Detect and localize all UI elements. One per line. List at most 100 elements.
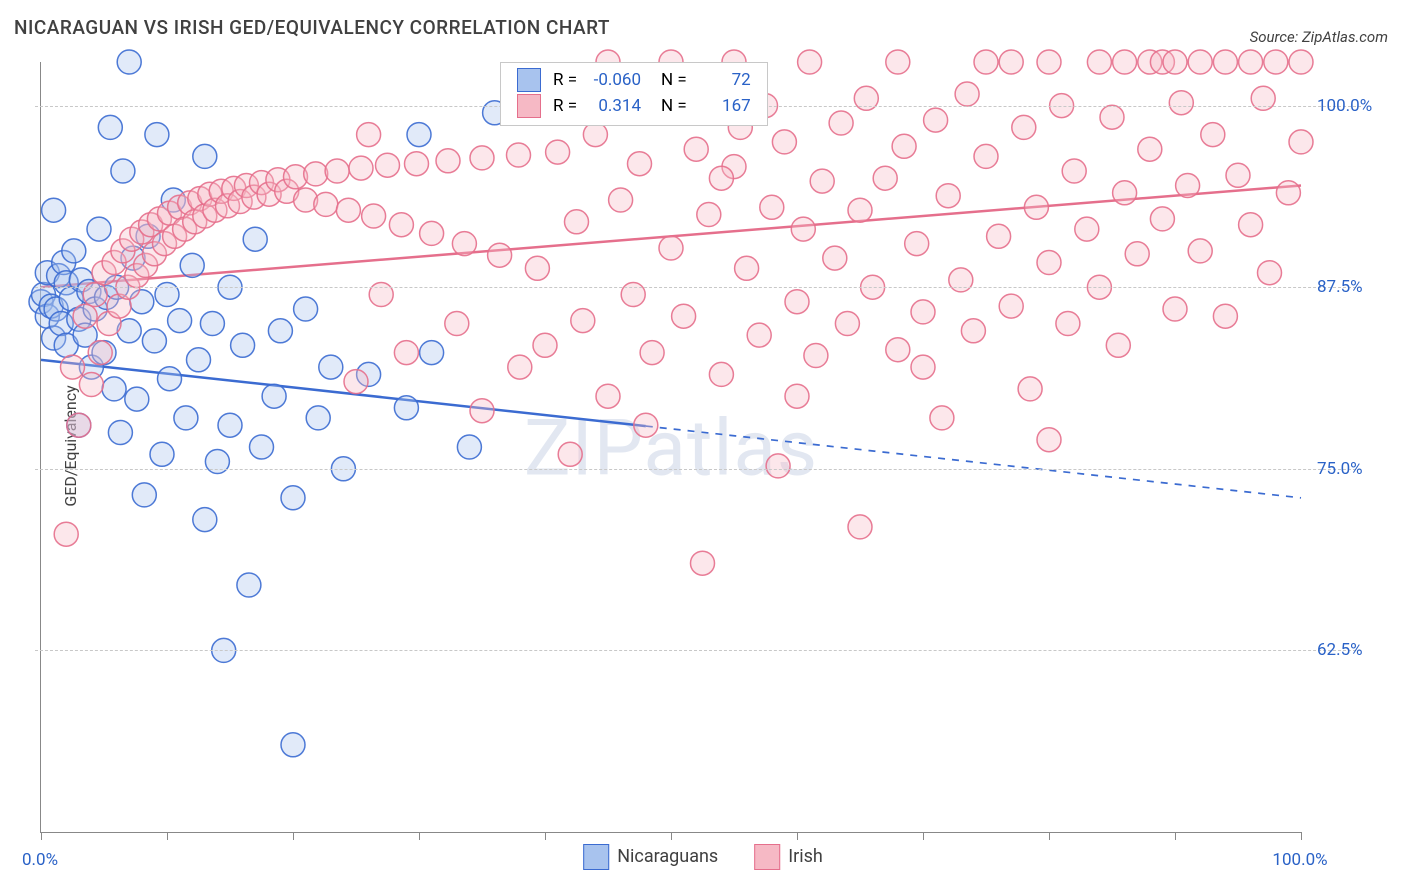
scatter-point (1264, 50, 1288, 74)
scatter-point (87, 217, 111, 241)
scatter-point (470, 399, 494, 423)
scatter-point (407, 123, 431, 147)
scatter-point (405, 152, 429, 176)
scatter-point (905, 232, 929, 256)
scatter-point (457, 435, 481, 459)
scatter-point (420, 341, 444, 365)
legend-r-value: -0.060 (589, 70, 641, 90)
scatter-point (1075, 217, 1099, 241)
x-tick (545, 832, 546, 840)
scatter-point (999, 294, 1023, 318)
scatter-point (911, 355, 935, 379)
scatter-point (974, 50, 998, 74)
scatter-point (1213, 50, 1237, 74)
scatter-point (565, 210, 589, 234)
scatter-point (250, 435, 274, 459)
scatter-point (83, 283, 107, 307)
x-tick (419, 832, 420, 840)
scatter-point (810, 169, 834, 193)
scatter-point (362, 204, 386, 228)
scatter-point (886, 50, 910, 74)
scatter-point (961, 319, 985, 343)
scatter-point (829, 111, 853, 135)
plot-area: ZIPatlas 62.5%75.0%87.5%100.0% (40, 62, 1301, 833)
scatter-point (145, 123, 169, 147)
scatter-point (596, 384, 620, 408)
scatter-point (873, 166, 897, 190)
scatter-point (1163, 50, 1187, 74)
scatter-point (231, 333, 255, 357)
x-tick-label: 0.0% (22, 850, 58, 870)
scatter-point (1239, 50, 1263, 74)
scatter-point (62, 239, 86, 263)
legend-stats: R =-0.060N =72R =0.314N =167 (500, 62, 768, 126)
scatter-point (1169, 91, 1193, 115)
scatter-point (659, 236, 683, 260)
scatter-point (319, 355, 343, 379)
x-tick (167, 832, 168, 840)
scatter-point (488, 243, 512, 267)
scatter-point (394, 341, 418, 365)
scatter-point (924, 108, 948, 132)
scatter-point (1138, 137, 1162, 161)
scatter-point (376, 153, 400, 177)
y-tick-label: 100.0% (1317, 96, 1397, 116)
scatter-point (108, 421, 132, 445)
scatter-point (187, 348, 211, 372)
legend-swatch (517, 94, 541, 118)
scatter-point (949, 268, 973, 292)
scatter-point (1024, 195, 1048, 219)
scatter-point (117, 50, 141, 74)
scatter-point (936, 184, 960, 208)
scatter-point (798, 50, 822, 74)
scatter-point (304, 162, 328, 186)
gridline (35, 650, 1361, 651)
y-tick-label: 75.0% (1317, 459, 1397, 479)
scatter-point (111, 159, 135, 183)
scatter-point (1037, 428, 1061, 452)
scatter-point (336, 198, 360, 222)
scatter-points-layer (41, 62, 1301, 832)
scatter-point (79, 373, 103, 397)
scatter-point (785, 384, 809, 408)
scatter-point (470, 146, 494, 170)
scatter-point (886, 338, 910, 362)
scatter-point (1251, 86, 1275, 110)
scatter-point (369, 283, 393, 307)
scatter-point (1239, 213, 1263, 237)
scatter-point (848, 198, 872, 222)
scatter-point (1087, 50, 1111, 74)
scatter-point (835, 312, 859, 336)
y-tick-label: 62.5% (1317, 640, 1397, 660)
scatter-point (1258, 261, 1282, 285)
legend-n-label: N = (647, 67, 693, 93)
legend-stats-row: R =-0.060N =72 (511, 67, 757, 93)
scatter-point (628, 152, 652, 176)
scatter-point (281, 486, 305, 510)
scatter-point (205, 450, 229, 474)
scatter-point (785, 290, 809, 314)
scatter-point (772, 130, 796, 154)
scatter-point (854, 86, 878, 110)
scatter-point (174, 406, 198, 430)
scatter-point (766, 454, 790, 478)
scatter-point (67, 413, 91, 437)
scatter-point (1150, 207, 1174, 231)
scatter-point (281, 733, 305, 757)
scatter-point (54, 522, 78, 546)
x-tick-label: 100.0% (1272, 850, 1327, 870)
scatter-point (98, 115, 122, 139)
scatter-point (262, 384, 286, 408)
scatter-point (1163, 297, 1187, 321)
scatter-point (691, 551, 715, 575)
x-tick (1175, 832, 1176, 840)
scatter-point (848, 515, 872, 539)
scatter-point (243, 227, 267, 251)
legend-swatch (517, 68, 541, 92)
legend-series-item: Nicaraguans (583, 846, 718, 867)
y-tick-label: 87.5% (1317, 277, 1397, 297)
scatter-point (88, 341, 112, 365)
scatter-point (911, 300, 935, 324)
scatter-point (1201, 123, 1225, 147)
scatter-point (1062, 159, 1086, 183)
